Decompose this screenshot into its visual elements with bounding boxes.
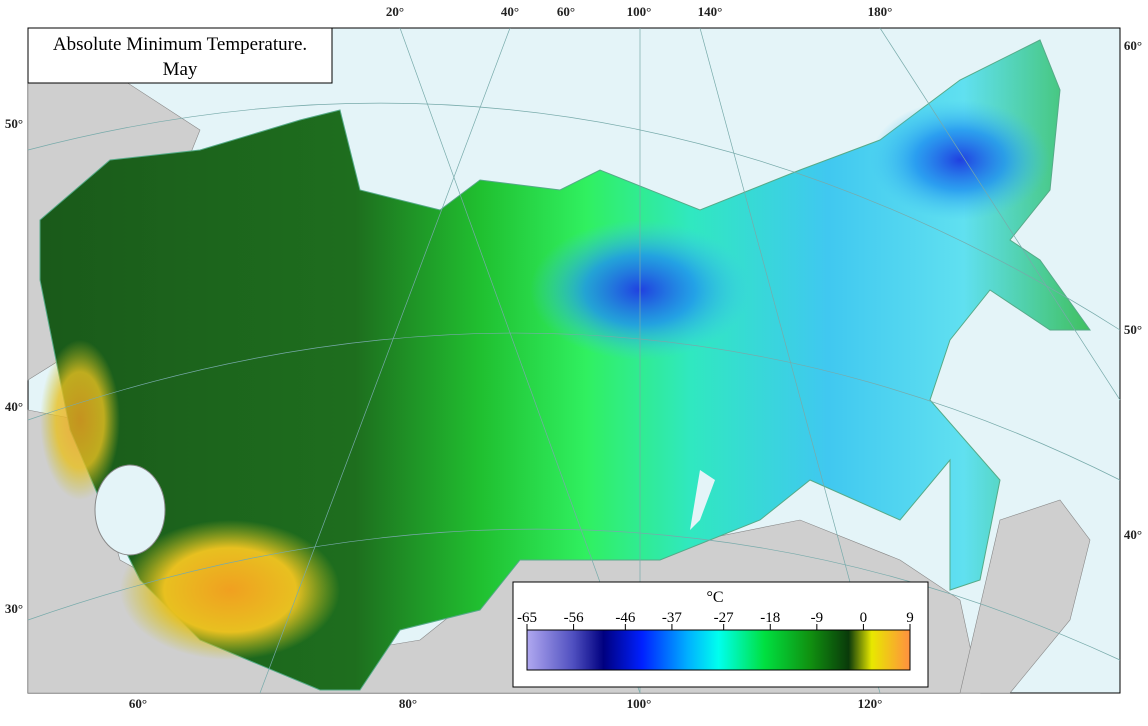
graticule-label: 80°	[399, 696, 417, 711]
graticule-label: 100°	[627, 696, 652, 711]
graticule-label: 30°	[5, 601, 23, 616]
graticule-label: 120°	[858, 696, 883, 711]
graticule-label: 100°	[627, 4, 652, 19]
legend: °C -65 -56 -46 -37 -27 -18 -9 0 9	[512, 581, 929, 688]
colorbar-tick-label: -56	[564, 610, 584, 626]
graticule-label: 40°	[501, 4, 519, 19]
graticule-label: 60°	[129, 696, 147, 711]
graticule-label: 60°	[1124, 38, 1142, 53]
graticule-label: 180°	[868, 4, 893, 19]
graticule-labels: 20° 40° 60° 100° 140° 180° 50° 40° 30° 60° 50° 40° 6…	[5, 4, 1142, 711]
colorbar-tick-label: 0	[860, 610, 868, 626]
graticule-label: 50°	[1124, 322, 1142, 337]
warm-region	[120, 520, 340, 660]
caspian-sea	[94, 464, 166, 556]
cold-region	[870, 100, 1050, 220]
graticule	[27, 27, 1121, 694]
lake-baikal	[690, 470, 715, 530]
colorbar-tick-label: -37	[662, 610, 682, 626]
title: Absolute Minimum Temperature.	[53, 34, 307, 55]
graticule-label: 140°	[698, 4, 723, 19]
colorbar-tick-label: -65	[517, 610, 537, 626]
graticule-label: 40°	[1124, 527, 1142, 542]
graticule-label: 40°	[5, 399, 23, 414]
graticule-label: 20°	[386, 4, 404, 19]
colorbar-tick-label: -27	[714, 610, 734, 626]
temperature-field	[39, 39, 1091, 691]
colorbar	[526, 629, 911, 671]
warm-region	[40, 340, 120, 500]
graticule-label: 60°	[557, 4, 575, 19]
colorbar-tick-label: -18	[760, 610, 780, 626]
colorbar-tick-label: -9	[811, 610, 824, 626]
colorbar-tick-label: 9	[906, 610, 914, 626]
colorbar-tick-label: -46	[615, 610, 635, 626]
subtitle: May	[163, 59, 198, 80]
legend-unit: °C	[706, 589, 723, 606]
title-frame	[27, 27, 333, 84]
graticule-label: 50°	[5, 116, 23, 131]
title-box: Absolute Minimum Temperature. May	[27, 27, 333, 84]
